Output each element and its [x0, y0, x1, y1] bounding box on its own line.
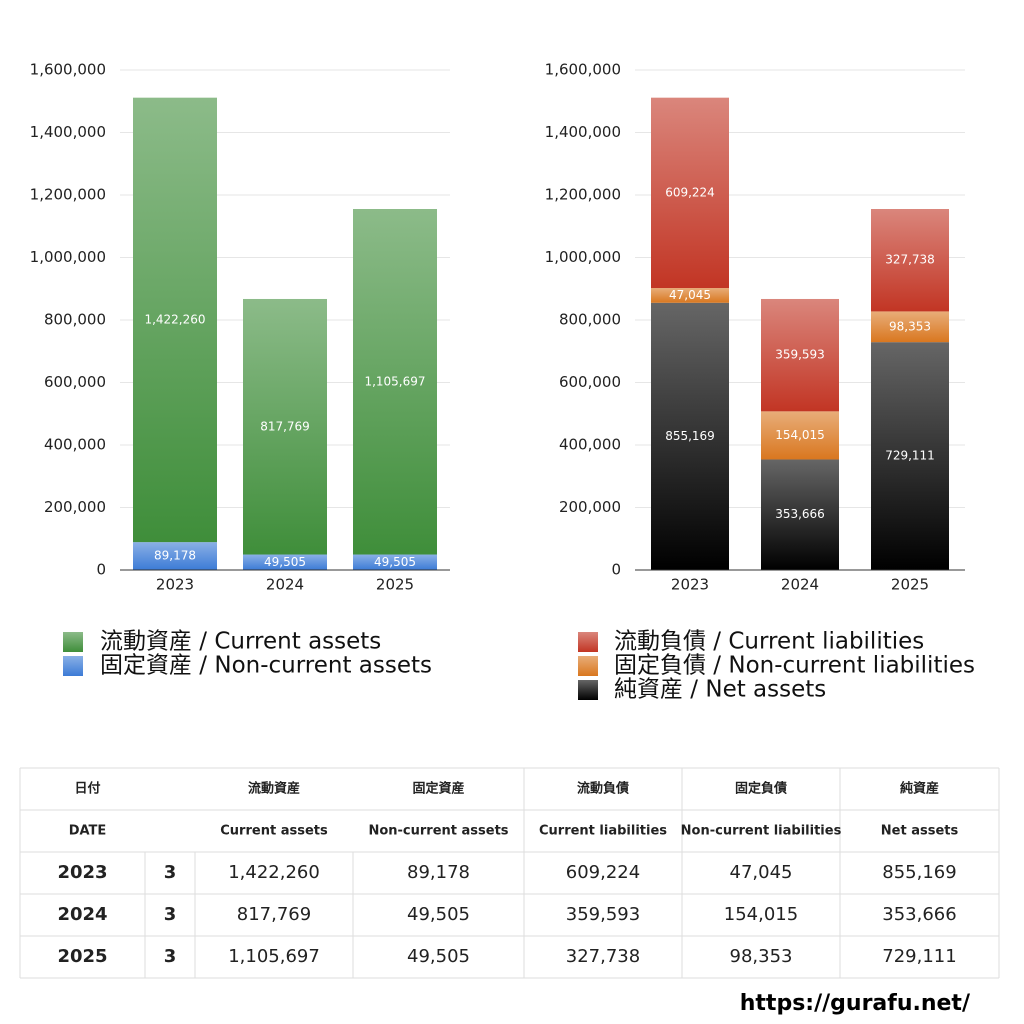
data-label: 49,505: [374, 555, 416, 569]
data-label: 1,105,697: [364, 374, 425, 388]
table-cell: 327,738: [566, 946, 640, 967]
bar-segment: [133, 97, 217, 543]
table-header: Non-current assets: [368, 824, 508, 839]
table-header: 固定資産: [412, 781, 464, 797]
table-cell: 353,666: [882, 904, 956, 925]
table-cell: 729,111: [882, 946, 956, 967]
y-tick-label: 1,000,000: [545, 248, 621, 266]
y-tick-label: 1,600,000: [30, 61, 106, 79]
data-label: 89,178: [154, 549, 196, 563]
table-cell: 817,769: [237, 904, 311, 925]
legend-swatch: [578, 656, 598, 676]
table-header: Current assets: [220, 824, 328, 839]
table-header: DATE: [69, 824, 107, 839]
data-label: 49,505: [264, 555, 306, 569]
y-tick-label: 600,000: [559, 373, 621, 391]
y-tick-label: 200,000: [559, 498, 621, 516]
y-tick-label: 1,600,000: [545, 61, 621, 79]
legend-swatch: [63, 656, 83, 676]
y-tick-label: 1,200,000: [545, 186, 621, 204]
y-tick-label: 800,000: [44, 311, 106, 329]
x-tick-label: 2025: [891, 576, 929, 594]
y-tick-label: 1,000,000: [30, 248, 106, 266]
data-label: 729,111: [885, 449, 935, 463]
footer-url: https://gurafu.net/: [740, 991, 971, 1016]
table-header: 日付: [74, 781, 100, 797]
table-cell: 49,505: [407, 904, 470, 925]
table-header: 流動負債: [577, 781, 629, 797]
table-cell: 2023: [57, 862, 107, 883]
bar-segment: [651, 97, 729, 289]
legend-swatch: [63, 632, 83, 652]
table-cell: 154,015: [724, 904, 798, 925]
legend-label: 固定負債 / Non-current liabilities: [614, 653, 975, 679]
table-cell: 609,224: [566, 862, 640, 883]
bar-segment: [871, 208, 949, 312]
x-tick-label: 2025: [376, 576, 414, 594]
data-label: 359,593: [775, 348, 825, 362]
bar-segment: [871, 311, 949, 343]
legend-label: 固定資産 / Non-current assets: [100, 653, 432, 679]
table-header: 流動資産: [248, 781, 300, 797]
legend-label: 流動資産 / Current assets: [100, 629, 381, 655]
bar-segment: [243, 554, 327, 570]
x-tick-label: 2023: [156, 576, 194, 594]
y-tick-label: 200,000: [44, 498, 106, 516]
y-tick-label: 0: [611, 561, 621, 579]
table-header: Current liabilities: [539, 824, 667, 839]
table-cell: 98,353: [730, 946, 793, 967]
table-cell: 2024: [57, 904, 107, 925]
y-tick-label: 1,200,000: [30, 186, 106, 204]
table-header: 固定負債: [735, 781, 787, 797]
legend-label: 純資産 / Net assets: [614, 677, 826, 703]
data-label: 353,666: [775, 507, 825, 521]
bar-segment: [353, 208, 437, 555]
y-tick-label: 600,000: [44, 373, 106, 391]
bar-segment: [353, 554, 437, 570]
x-tick-label: 2024: [266, 576, 304, 594]
bar-segment: [133, 542, 217, 570]
table-cell: 49,505: [407, 946, 470, 967]
table-cell: 3: [164, 862, 177, 883]
x-tick-label: 2023: [671, 576, 709, 594]
y-tick-label: 800,000: [559, 311, 621, 329]
table-cell: 89,178: [407, 862, 470, 883]
bar-segment: [761, 298, 839, 412]
table-cell: 2025: [57, 946, 107, 967]
table-cell: 3: [164, 904, 177, 925]
table-cell: 1,105,697: [228, 946, 320, 967]
x-tick-label: 2024: [781, 576, 819, 594]
y-tick-label: 1,400,000: [545, 123, 621, 141]
table-cell: 47,045: [730, 862, 793, 883]
table-header: 純資産: [900, 781, 939, 797]
data-label: 98,353: [889, 319, 931, 333]
table-header: Non-current liabilities: [681, 824, 842, 839]
y-tick-label: 400,000: [44, 436, 106, 454]
table-cell: 359,593: [566, 904, 640, 925]
legend-swatch: [578, 680, 598, 700]
table-header: Net assets: [881, 824, 959, 839]
y-tick-label: 400,000: [559, 436, 621, 454]
data-label: 855,169: [665, 429, 715, 443]
bar-segment: [761, 459, 839, 570]
table-cell: 3: [164, 946, 177, 967]
y-tick-label: 1,400,000: [30, 123, 106, 141]
data-label: 154,015: [775, 428, 825, 442]
y-tick-label: 0: [96, 561, 106, 579]
data-label: 609,224: [665, 185, 715, 199]
bar-segment: [761, 411, 839, 460]
table-cell: 855,169: [882, 862, 956, 883]
bar-segment: [871, 342, 949, 570]
data-label: 817,769: [260, 419, 310, 433]
legend-swatch: [578, 632, 598, 652]
data-label: 1,422,260: [144, 312, 205, 326]
bar-segment: [651, 288, 729, 303]
table-cell: 1,422,260: [228, 862, 320, 883]
legend-label: 流動負債 / Current liabilities: [614, 629, 924, 655]
bar-segment: [243, 298, 327, 555]
data-label: 47,045: [669, 288, 711, 302]
bar-segment: [651, 302, 729, 570]
data-label: 327,738: [885, 253, 935, 267]
